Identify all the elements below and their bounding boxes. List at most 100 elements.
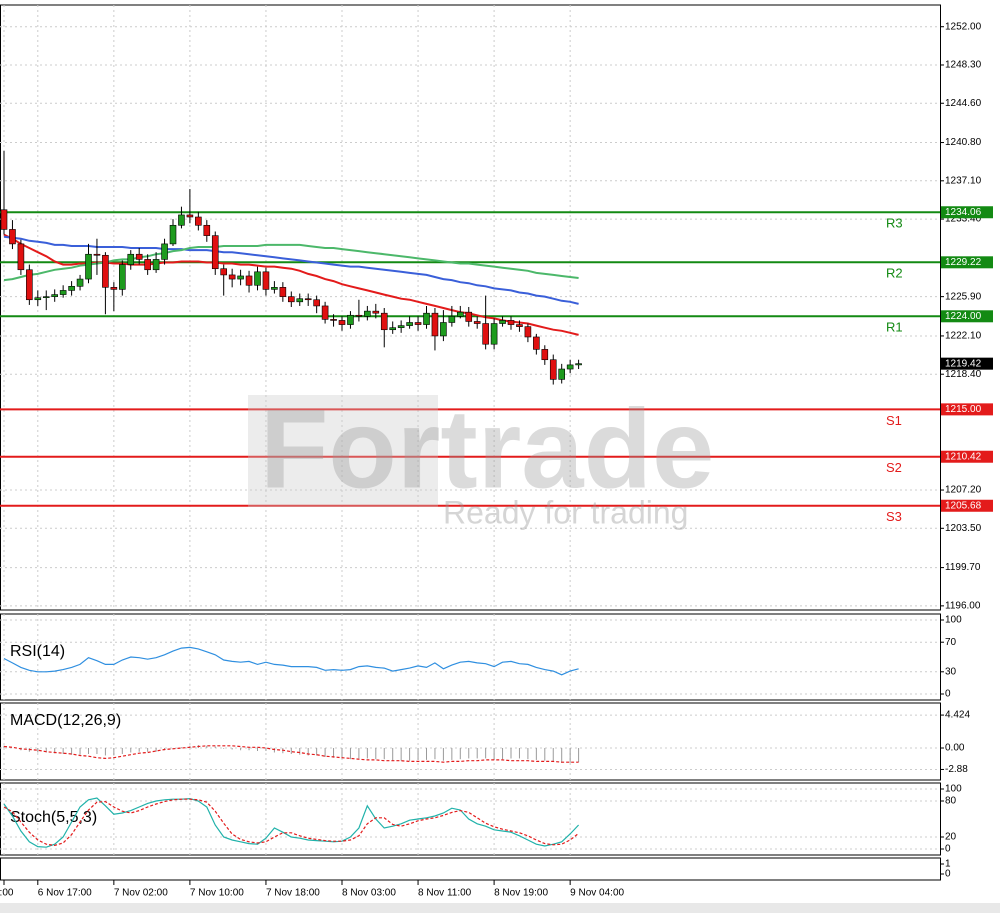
y-tick-label: 0 (945, 869, 951, 880)
level-name: S2 (886, 460, 902, 475)
candle-body (465, 311, 473, 322)
candle-body (279, 287, 287, 297)
watermark-box (248, 395, 438, 507)
candle-body (237, 275, 244, 280)
y-tick-label: 1196.00 (945, 601, 981, 612)
candle-body (262, 271, 270, 290)
y-tick-label: 30 (945, 666, 957, 677)
candle-body (203, 224, 211, 236)
candle-body (541, 349, 549, 361)
candle-body (473, 321, 481, 324)
candle-body (397, 325, 405, 328)
panel-title: MACD(12,26,9) (10, 712, 121, 729)
y-tick-label: 1 (945, 859, 951, 870)
panel-title: RSI(14) (10, 643, 65, 660)
candle-body (93, 253, 101, 256)
y-tick-label: 0 (945, 689, 951, 700)
candle-body (558, 368, 566, 380)
candle-body (178, 214, 185, 226)
candle-body (364, 310, 371, 317)
level-name: S1 (886, 413, 902, 428)
y-tick-label: 70 (945, 637, 957, 648)
x-tick-label: 6 Nov 17:00 (38, 888, 92, 899)
candle-body (448, 315, 456, 323)
candle-body (389, 327, 397, 331)
level-price-box (941, 310, 993, 323)
level-price-label: 1205.68 (945, 500, 982, 511)
candle-body (220, 268, 227, 276)
series-line (3, 235, 579, 305)
x-tick-label: 9:00 (0, 888, 14, 899)
candle-body (380, 312, 388, 331)
y-tick-label: 1207.20 (945, 485, 982, 496)
candle-body (254, 271, 261, 286)
candle-body (102, 254, 109, 288)
y-tick-label: 1237.10 (945, 175, 982, 186)
candle-body (42, 296, 50, 298)
candle-body (51, 294, 59, 297)
series-line (3, 243, 579, 282)
candle-body (440, 322, 447, 337)
level-price-label: 1229.22 (945, 257, 982, 268)
panel-frame (0, 4, 941, 611)
candle-body (355, 314, 363, 317)
x-tick-label: 8 Nov 11:00 (418, 888, 472, 899)
candle-body (507, 320, 515, 325)
candle-body (127, 253, 135, 265)
candle-body (347, 314, 354, 325)
candle-body (26, 269, 33, 301)
candle-body (144, 259, 151, 271)
watermark-brand: Fortrade (260, 387, 714, 512)
x-tick-label: 7 Nov 18:00 (266, 888, 320, 899)
y-tick-label: 100 (945, 615, 962, 626)
y-tick-label: 4.424 (945, 710, 970, 721)
level-name: R3 (886, 216, 903, 231)
last-price-box (941, 357, 993, 370)
y-tick-label: 0.00 (945, 743, 965, 754)
panel-frame (0, 702, 941, 781)
x-tick-label: 8 Nov 03:00 (342, 888, 396, 899)
y-tick-label: 100 (945, 784, 962, 795)
candle-body (499, 320, 506, 324)
candle-body (372, 310, 380, 314)
candle-body (431, 312, 439, 337)
level-price-box (941, 499, 993, 512)
x-tick-label: 7 Nov 02:00 (114, 888, 168, 899)
x-tick-label: 9 Nov 04:00 (570, 888, 624, 899)
candle-body (566, 364, 574, 370)
candle-body (152, 259, 160, 271)
y-tick-label: 1222.10 (945, 331, 982, 342)
candle-body (135, 253, 143, 260)
candle-body (406, 322, 413, 326)
y-tick-label: 0 (945, 844, 951, 855)
candle-body (296, 298, 304, 303)
watermark: Fortrade Ready for trading (248, 387, 714, 530)
candle-body (161, 243, 168, 260)
panel-frame (0, 782, 941, 856)
candle-body (338, 320, 346, 325)
y-tick-label: 1199.70 (945, 562, 981, 573)
candle-body (490, 323, 498, 345)
candle-body (186, 214, 194, 218)
y-tick-label: 1225.90 (945, 291, 982, 302)
series-line (3, 797, 580, 848)
level-price-box (941, 403, 993, 416)
series-line (3, 745, 579, 763)
y-tick-label: 1233.40 (945, 214, 982, 225)
y-tick-label: 1248.30 (945, 60, 982, 71)
panel-frame (0, 857, 941, 881)
y-tick-label: 80 (945, 796, 957, 807)
y-tick-label: 1218.40 (945, 369, 982, 380)
watermark-tagline: Ready for trading (443, 494, 688, 530)
candle-body (304, 298, 312, 301)
level-name: R2 (886, 266, 903, 281)
y-tick-label: 1240.80 (945, 137, 982, 148)
candle-body (195, 216, 202, 226)
panel-frame (0, 613, 941, 701)
candle-body (110, 287, 118, 290)
candle-body (211, 235, 219, 270)
candle-body (228, 274, 236, 280)
candle-body (59, 290, 67, 295)
y-tick-label: 1244.60 (945, 98, 982, 109)
candle-body (414, 322, 422, 325)
